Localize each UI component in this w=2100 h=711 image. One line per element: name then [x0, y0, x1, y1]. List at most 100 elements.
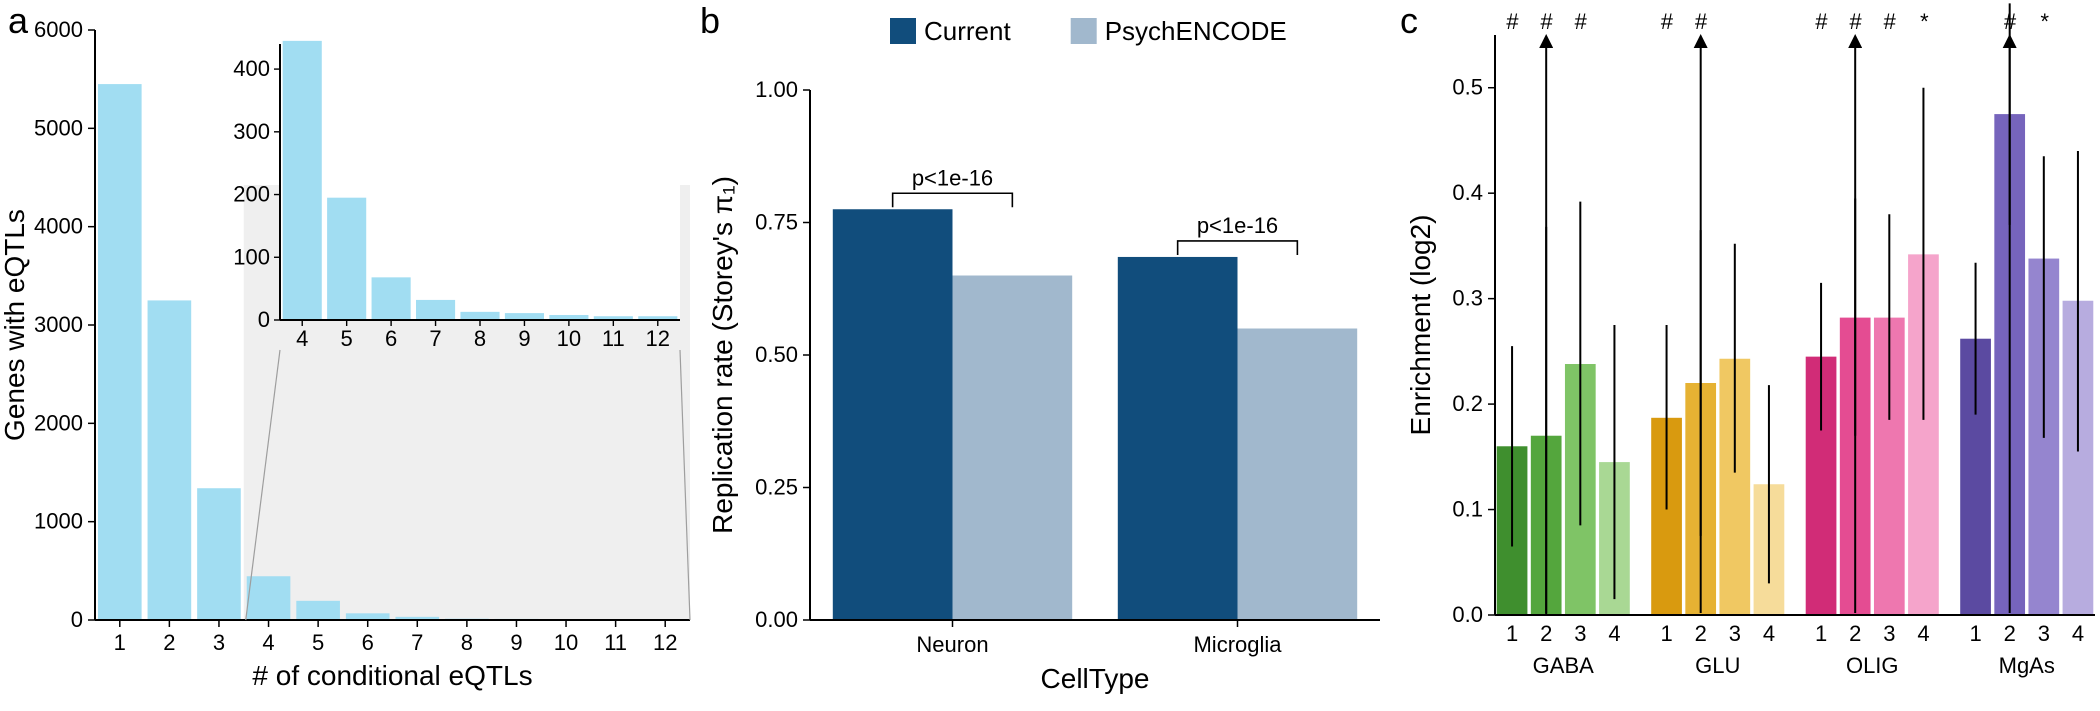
svg-text:6: 6	[362, 630, 374, 655]
bar	[296, 601, 340, 620]
svg-text:0.2: 0.2	[1452, 391, 1483, 416]
sig-label: #	[1883, 9, 1896, 34]
svg-text:2: 2	[2004, 621, 2016, 646]
figure: a 01000200030004000500060001234567891011…	[0, 0, 2100, 711]
svg-text:4: 4	[1917, 621, 1929, 646]
svg-text:1: 1	[1660, 621, 1672, 646]
svg-text:6: 6	[385, 326, 397, 351]
sig-label: #	[1815, 9, 1828, 34]
svg-text:4: 4	[2072, 621, 2084, 646]
svg-text:CellType: CellType	[1041, 663, 1150, 694]
bar	[247, 576, 291, 620]
svg-text:4: 4	[262, 630, 274, 655]
svg-text:11: 11	[604, 630, 627, 655]
svg-text:5: 5	[341, 326, 353, 351]
svg-text:2: 2	[1849, 621, 1861, 646]
panel-c-label: c	[1400, 0, 1418, 42]
pvalue-label: p<1e-16	[1197, 213, 1278, 238]
svg-text:1.00: 1.00	[755, 77, 798, 102]
svg-text:3: 3	[1883, 621, 1895, 646]
svg-text:0.0: 0.0	[1452, 602, 1483, 627]
svg-text:3: 3	[2038, 621, 2050, 646]
sig-label: *	[1919, 9, 1929, 34]
svg-text:0.00: 0.00	[755, 607, 798, 632]
group-label: GLU	[1695, 653, 1740, 678]
group-label: MgAs	[1999, 653, 2055, 678]
sig-label: #	[1660, 9, 1673, 34]
sig-label: #	[2004, 9, 2017, 34]
svg-text:8: 8	[461, 630, 473, 655]
sig-label: #	[1849, 9, 1862, 34]
svg-text:1: 1	[114, 630, 126, 655]
sig-label: #	[1540, 9, 1553, 34]
legend-swatch	[1071, 18, 1097, 44]
svg-text:Enrichment (log2): Enrichment (log2)	[1405, 215, 1436, 436]
bar	[148, 300, 192, 620]
svg-text:4: 4	[296, 326, 308, 351]
legend-swatch	[890, 18, 916, 44]
svg-text:10: 10	[554, 630, 578, 655]
svg-text:9: 9	[518, 326, 530, 351]
svg-text:Replication rate (Storey's π₁): Replication rate (Storey's π₁)	[707, 176, 738, 534]
svg-text:1: 1	[1815, 621, 1827, 646]
bar-psychencode	[953, 276, 1073, 621]
panel-b-label: b	[700, 0, 720, 42]
svg-text:7: 7	[411, 630, 423, 655]
legend-label: Current	[924, 16, 1011, 46]
bar	[197, 488, 241, 620]
svg-text:3: 3	[1574, 621, 1586, 646]
svg-text:9: 9	[510, 630, 522, 655]
sig-label: #	[1506, 9, 1519, 34]
svg-text:3000: 3000	[34, 312, 83, 337]
svg-text:Neuron: Neuron	[916, 632, 988, 657]
svg-text:2000: 2000	[34, 410, 83, 435]
panel-a: a 01000200030004000500060001234567891011…	[0, 0, 700, 711]
svg-text:5000: 5000	[34, 115, 83, 140]
svg-text:4: 4	[1763, 621, 1775, 646]
bar-current	[1118, 257, 1238, 620]
svg-text:200: 200	[233, 182, 270, 207]
svg-text:10: 10	[557, 326, 581, 351]
group-label: GABA	[1533, 653, 1594, 678]
svg-text:0.1: 0.1	[1452, 497, 1483, 522]
svg-text:5: 5	[312, 630, 324, 655]
svg-text:0.3: 0.3	[1452, 286, 1483, 311]
svg-text:400: 400	[233, 56, 270, 81]
svg-text:12: 12	[653, 630, 677, 655]
svg-text:7: 7	[429, 326, 441, 351]
svg-text:0.5: 0.5	[1452, 75, 1483, 100]
svg-text:4000: 4000	[34, 214, 83, 239]
panel-a-label: a	[8, 0, 28, 42]
svg-text:Microglia: Microglia	[1193, 632, 1282, 657]
sig-label: #	[1574, 9, 1587, 34]
svg-text:3: 3	[213, 630, 225, 655]
svg-text:3: 3	[1729, 621, 1741, 646]
svg-text:0.75: 0.75	[755, 210, 798, 235]
svg-text:2: 2	[163, 630, 175, 655]
svg-text:0.25: 0.25	[755, 475, 798, 500]
bar	[98, 84, 142, 620]
svg-text:8: 8	[474, 326, 486, 351]
sig-label: #	[1695, 9, 1708, 34]
panel-b: b CurrentPsychENCODE0.000.250.500.751.00…	[700, 0, 1400, 711]
group-label: OLIG	[1846, 653, 1899, 678]
svg-text:0.50: 0.50	[755, 342, 798, 367]
svg-text:1: 1	[1969, 621, 1981, 646]
svg-text:0: 0	[258, 307, 270, 332]
svg-text:100: 100	[233, 244, 270, 269]
svg-text:1: 1	[1506, 621, 1518, 646]
svg-text:0: 0	[71, 607, 83, 632]
bar	[346, 613, 390, 620]
svg-text:Genes with eQTLs: Genes with eQTLs	[0, 209, 30, 441]
svg-text:6000: 6000	[34, 17, 83, 42]
svg-text:# of conditional eQTLs: # of conditional eQTLs	[252, 660, 532, 691]
bar-current	[833, 209, 953, 620]
svg-text:1000: 1000	[34, 509, 83, 534]
svg-text:300: 300	[233, 119, 270, 144]
svg-text:12: 12	[646, 326, 670, 351]
svg-text:0.4: 0.4	[1452, 180, 1483, 205]
panel-c: c 0.00.10.20.30.40.51#2#3#4GABA1#2#34GLU…	[1400, 0, 2100, 711]
bar-psychencode	[1238, 329, 1358, 621]
svg-text:11: 11	[602, 326, 625, 351]
svg-text:2: 2	[1695, 621, 1707, 646]
